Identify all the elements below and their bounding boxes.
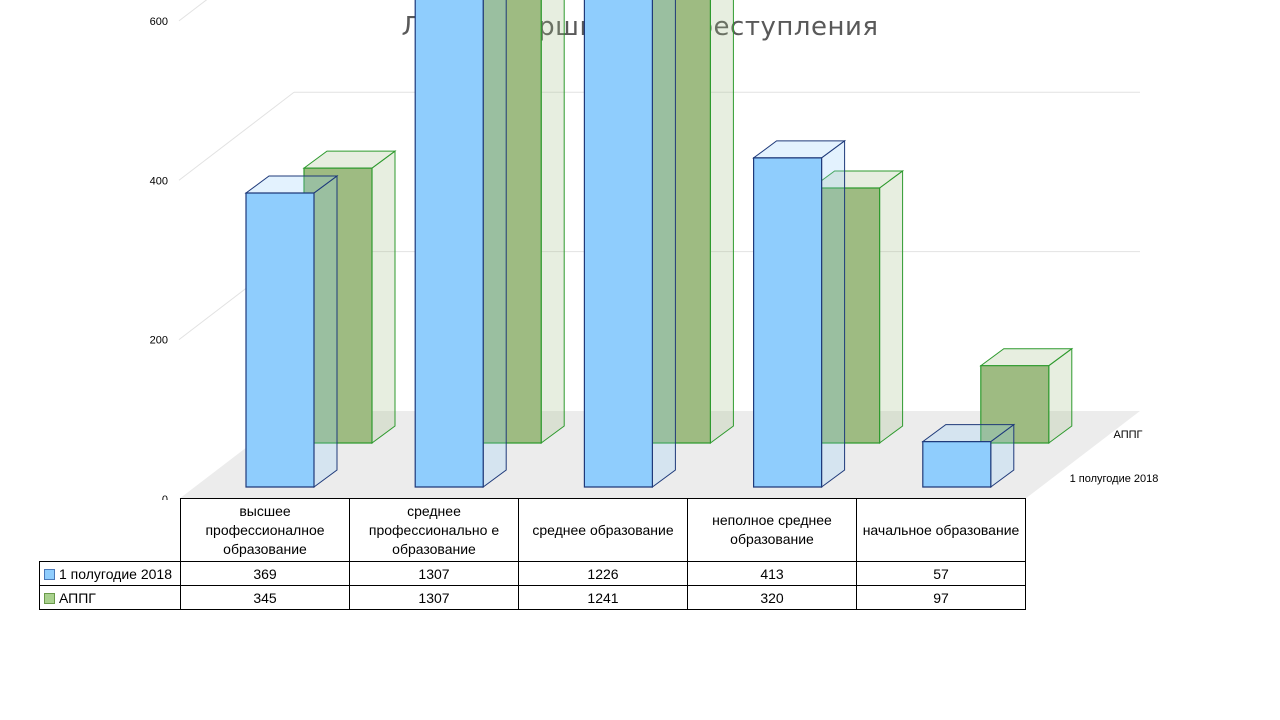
bar-appg-2	[641, 0, 734, 444]
bar-appg-3	[810, 170, 905, 444]
bar-appg-4	[979, 347, 1074, 444]
table-header-cell: среднее профессионально е образование	[349, 498, 519, 562]
series-label: АППГ	[59, 589, 96, 606]
table-cell: 97	[856, 585, 1026, 610]
table-header-cell: среднее образование	[518, 498, 688, 562]
bar-front-face	[472, 0, 542, 444]
series-label: 1 полугодие 2018	[59, 565, 172, 582]
bar-current-2	[583, 0, 676, 488]
bar-side-face	[821, 139, 846, 488]
y-tick-label: 200	[150, 335, 168, 347]
bar-front-face	[414, 0, 484, 488]
bar-side-face	[709, 0, 734, 444]
table-cell: 1307	[349, 561, 519, 586]
gridline-side	[178, 91, 295, 181]
bar-current-1	[414, 0, 507, 488]
table-header-row: высшее профессионалное образование средн…	[40, 498, 1026, 562]
bar-current-4	[921, 423, 1016, 488]
bar-front-face	[752, 157, 823, 488]
chart-plot-area: 0200400600800100012001400 1 полугодие 20…	[150, 0, 1159, 500]
legend-key-blue	[44, 568, 55, 580]
bar-side-face	[313, 175, 338, 488]
table-cell: 57	[856, 561, 1026, 586]
bar-current-3	[752, 139, 847, 488]
bar-current-0	[244, 175, 339, 488]
table-cell: 320	[687, 585, 857, 610]
series-label-cell: 1 полугодие 2018	[39, 561, 181, 586]
bar-side-face	[879, 170, 904, 444]
bar-front-face	[922, 441, 992, 488]
table-cell: 1307	[349, 585, 519, 610]
y-tick-label: 400	[150, 175, 168, 187]
bar-front-face	[245, 192, 315, 488]
legend-key-green	[44, 592, 55, 604]
table-header-cell: начальное образование	[856, 498, 1026, 562]
bar-side-face	[482, 0, 507, 488]
table-cell: 413	[687, 561, 857, 586]
bar-side-face	[651, 0, 676, 488]
table-cell: 1241	[518, 585, 688, 610]
y-tick-label: 600	[150, 16, 168, 28]
table-header-cell: высшее профессионалное образование	[180, 498, 350, 562]
bar-front-face	[641, 0, 712, 444]
bar-front-face	[980, 365, 1050, 444]
bar-side-face	[540, 0, 565, 444]
bar-front-face	[583, 0, 654, 488]
series-label-cell: АППГ	[39, 585, 181, 610]
table-cell: 345	[180, 585, 350, 610]
gridline-side	[178, 0, 208, 22]
table-row: 1 полугодие 2018 369 1307 1226 413 57	[39, 561, 1026, 586]
table-cell: 1226	[518, 561, 688, 586]
depth-axis-label: АППГ	[1114, 429, 1143, 441]
table-cell: 369	[180, 561, 350, 586]
bar-appg-0	[302, 150, 397, 444]
table-corner-cell	[40, 499, 181, 562]
table-header-cell: неполное среднее образование	[687, 498, 857, 562]
data-table: высшее профессионалное образование средн…	[39, 498, 1026, 610]
y-tick-label: 0	[162, 494, 168, 500]
depth-axis-label: 1 полугодие 2018	[1070, 473, 1159, 485]
table-row: АППГ 345 1307 1241 320 97	[39, 585, 1026, 610]
bar-appg-1	[472, 0, 565, 444]
bar-side-face	[371, 150, 396, 444]
